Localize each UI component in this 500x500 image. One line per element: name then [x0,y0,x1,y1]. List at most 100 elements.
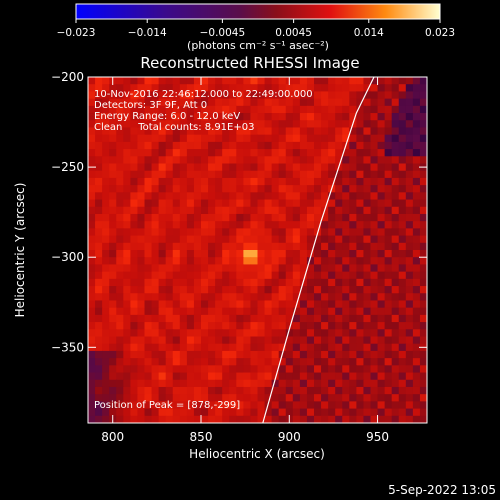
heatmap-cell [130,163,139,172]
heatmap-cell [130,134,139,143]
heatmap-cell [285,170,294,179]
annotation-energy: Energy Range: 6.0 - 12.0 keV [94,111,240,122]
heatmap-cell [186,185,195,193]
heatmap-cell [342,322,350,330]
heatmap-cell [229,242,237,251]
heatmap-cell [201,156,209,165]
heatmap-cell [271,358,280,366]
heatmap-cell [137,199,146,208]
heatmap-cell [264,300,273,309]
heatmap-cell [116,163,124,172]
heatmap-cell [229,386,237,395]
heatmap-cell [321,149,329,157]
heatmap-cell [208,105,216,114]
heatmap-cell [222,372,230,381]
heatmap-cell [398,264,407,273]
heatmap-cell [292,113,301,121]
heatmap-cell [271,329,280,338]
heatmap-cell [186,170,195,179]
heatmap-cell [314,149,322,157]
heatmap-cell [95,278,103,287]
heatmap-cell [335,386,343,395]
heatmap-cell [172,170,181,179]
heatmap-cell [405,105,414,114]
heatmap-cell [144,113,153,121]
heatmap-cell [342,213,350,222]
heatmap-cell [377,149,386,157]
heatmap-cell [285,293,294,302]
heatmap-cell [321,213,329,222]
heatmap-cell [370,358,379,366]
heatmap-cell [285,235,294,244]
heatmap-cell [208,379,216,388]
heatmap-cell [186,300,195,309]
heatmap-cell [123,177,131,186]
heatmap-cell [412,221,421,229]
heatmap-cell [179,98,188,107]
heatmap-cell [377,242,386,251]
heatmap-cell [306,213,315,222]
heatmap-cell [130,314,139,323]
heatmap-cell [222,84,230,93]
heatmap-cell [201,98,209,107]
heatmap-cell [208,235,216,244]
heatmap-cell [328,415,336,423]
heatmap-cell [349,386,357,395]
heatmap-cell [193,177,202,186]
heatmap-cell [306,105,315,114]
heatmap-cell [264,192,273,201]
heatmap-cell [215,386,223,395]
heatmap-cell [314,170,322,179]
heatmap-cell [391,170,400,179]
heatmap-cell [95,177,103,186]
heatmap-cell [328,307,336,316]
heatmap-cell [264,350,273,359]
heatmap-cell [109,120,117,129]
heatmap-cell [215,401,223,410]
heatmap-cell [391,77,400,85]
heatmap-cell [299,149,308,157]
heatmap-cell [116,379,124,388]
heatmap-cell [328,242,336,251]
heatmap-cell [419,77,427,85]
heatmap-cell [335,415,343,423]
heatmap-cell [377,199,386,208]
heatmap-cell [102,365,110,374]
x-axis-label: Heliocentric X (arcsec) [189,447,325,461]
heatmap-cell [243,170,252,179]
heatmap-cell [384,415,393,423]
heatmap-cell [151,257,160,266]
heatmap-cell [412,163,421,172]
heatmap-cell [165,286,174,294]
heatmap-cell [306,343,315,352]
heatmap-cell [193,213,202,222]
heatmap-cell [342,401,350,410]
heatmap-cell [222,91,230,100]
heatmap-cell [405,314,414,323]
heatmap-cell [130,185,139,193]
heatmap-cell [137,77,146,85]
heatmap-cell [250,408,259,417]
heatmap-cell [186,163,195,172]
heatmap-cell [299,120,308,129]
heatmap-cell [321,242,329,251]
heatmap-cell [116,386,124,395]
heatmap-cell [264,228,273,237]
heatmap-cell [292,228,301,237]
heatmap-cell [328,322,336,330]
heatmap-cell [116,365,124,374]
heatmap-cell [186,192,195,201]
heatmap-cell [116,350,124,359]
heatmap-cell [137,271,146,280]
heatmap-cell [222,242,230,251]
heatmap-cell [123,163,131,172]
heatmap-cell [215,213,223,222]
heatmap-cell [377,98,386,107]
heatmap-cell [229,213,237,222]
heatmap-cell [257,235,266,244]
heatmap-cell [250,358,259,366]
heatmap-cell [208,91,216,100]
heatmap-cell [314,235,322,244]
heatmap-cell [419,307,427,316]
heatmap-cell [130,242,139,251]
